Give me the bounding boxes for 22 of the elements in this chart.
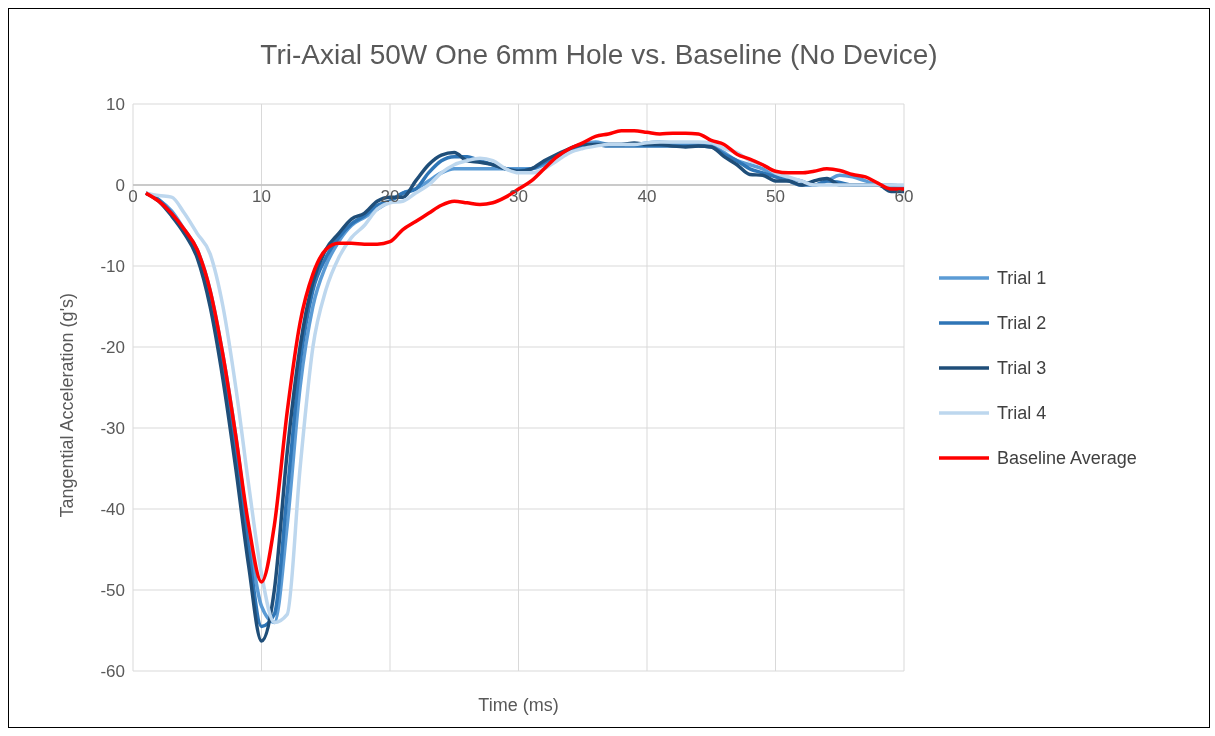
y-axis-title: Tangential Acceleration (g's)	[57, 292, 78, 518]
legend-label: Trial 2	[997, 312, 1047, 334]
legend-label: Baseline Average	[997, 447, 1137, 469]
legend-label: Trial 4	[997, 402, 1047, 424]
y-tick-label: -20	[100, 338, 125, 358]
x-tick-label: 40	[637, 187, 657, 206]
legend-label: Trial 3	[997, 357, 1047, 379]
y-tick-label: -10	[100, 257, 125, 277]
x-tick-label: 30	[509, 187, 528, 206]
y-tick-label: -30	[100, 419, 125, 439]
y-tick-label: 10	[106, 95, 125, 115]
x-tick-label: 50	[766, 187, 785, 206]
legend-label: Trial 1	[997, 267, 1047, 289]
x-tick-label: 0	[128, 187, 138, 206]
y-tick-label: -60	[100, 662, 125, 682]
chart-title: Tri-Axial 50W One 6mm Hole vs. Baseline (No Device)	[259, 39, 939, 71]
x-axis-title: Time (ms)	[478, 695, 559, 715]
y-tick-label: -50	[100, 581, 125, 601]
x-tick-label: 60	[894, 187, 914, 206]
x-tick-label: 10	[252, 187, 271, 206]
y-tick-label: -40	[100, 500, 125, 520]
x-tick-label: 20	[380, 187, 400, 206]
